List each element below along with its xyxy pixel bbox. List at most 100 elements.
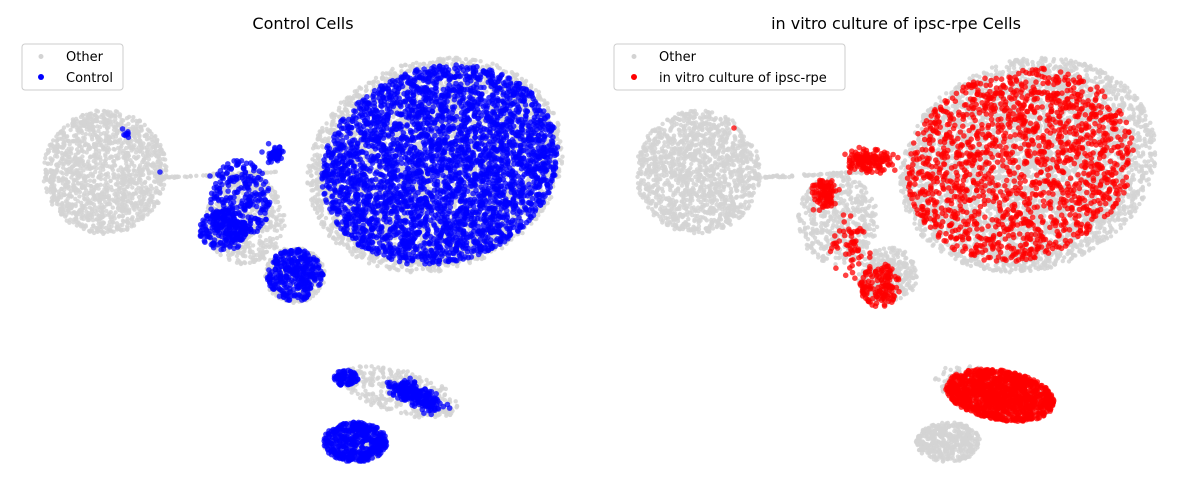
point-other <box>79 209 85 214</box>
points-layer <box>41 55 565 465</box>
point-other <box>93 225 99 231</box>
point-other <box>100 112 105 118</box>
point-other <box>438 56 443 61</box>
point-other <box>399 64 405 69</box>
point-other <box>79 214 84 219</box>
point-other <box>73 212 79 217</box>
point-other <box>107 227 113 232</box>
point-other <box>66 154 72 159</box>
point-other <box>368 254 373 259</box>
point-other <box>373 75 379 81</box>
point-other <box>536 213 541 218</box>
point-other <box>100 214 106 219</box>
point-other <box>118 165 124 170</box>
point-other <box>88 111 94 116</box>
point-other <box>319 206 325 211</box>
point-other <box>72 156 78 161</box>
point-other <box>126 220 131 226</box>
point-other <box>149 131 154 136</box>
point-other <box>421 61 427 67</box>
point-other <box>379 76 385 82</box>
point-other <box>145 212 150 217</box>
point-other <box>309 188 314 193</box>
point-other <box>141 214 146 219</box>
point-other <box>346 237 351 242</box>
point-other <box>321 224 326 230</box>
point-other <box>68 148 73 153</box>
point-other <box>74 191 79 196</box>
point-other <box>105 109 111 114</box>
point-other <box>404 268 410 273</box>
point-other <box>528 83 534 88</box>
point-other <box>350 252 355 257</box>
point-other <box>91 230 97 236</box>
point-other <box>146 170 152 175</box>
point-other <box>139 181 144 186</box>
point-other <box>111 198 117 204</box>
point-other <box>90 119 96 125</box>
point-other <box>88 183 94 189</box>
point-other <box>134 187 139 193</box>
point-other <box>69 204 75 210</box>
point-other <box>75 199 81 204</box>
point-other <box>375 263 380 269</box>
point-other <box>87 128 92 133</box>
point-other <box>120 213 126 219</box>
point-other <box>124 116 130 121</box>
point-other <box>107 141 112 146</box>
point-other <box>157 191 163 196</box>
point-other <box>543 101 548 107</box>
point-other <box>319 143 325 149</box>
point-other <box>355 253 361 259</box>
point-other <box>63 183 68 188</box>
point-other <box>115 109 120 115</box>
point-other <box>59 150 64 156</box>
point-other <box>112 192 117 197</box>
point-other <box>68 193 73 199</box>
point-other <box>82 176 88 181</box>
point-other <box>94 156 99 161</box>
point-other <box>414 266 419 272</box>
point-other <box>48 169 54 175</box>
point-other <box>116 197 121 203</box>
point-other <box>334 240 339 246</box>
point-other <box>316 215 321 220</box>
point-other <box>74 159 80 165</box>
point-other <box>102 176 108 182</box>
point-other <box>129 180 135 185</box>
point-other <box>545 105 551 111</box>
point-other <box>142 122 147 128</box>
point-other <box>51 194 56 200</box>
point-other <box>497 66 502 71</box>
point-other <box>45 148 51 153</box>
point-other <box>309 173 314 178</box>
point-other <box>89 165 95 170</box>
point-other <box>66 186 72 191</box>
point-other <box>316 197 322 202</box>
point-other <box>78 224 84 229</box>
point-other <box>116 174 121 179</box>
point-other <box>162 157 168 162</box>
point-other <box>89 212 94 218</box>
point-other <box>130 172 135 177</box>
point-other <box>362 251 367 257</box>
point-other <box>326 227 332 233</box>
point-other <box>45 161 51 166</box>
point-other <box>106 125 111 130</box>
point-other <box>59 187 64 192</box>
point-other <box>101 205 106 210</box>
point-other <box>82 197 88 202</box>
point-other <box>87 178 93 183</box>
point-other <box>101 231 106 236</box>
point-other <box>157 148 162 154</box>
point-other <box>103 152 108 157</box>
point-other <box>62 143 67 148</box>
point-other <box>463 57 469 62</box>
point-other <box>478 59 483 64</box>
point-other <box>76 125 81 130</box>
point-other <box>351 246 356 251</box>
point-other <box>156 181 162 186</box>
point-other <box>310 182 315 188</box>
point-other <box>144 188 149 193</box>
